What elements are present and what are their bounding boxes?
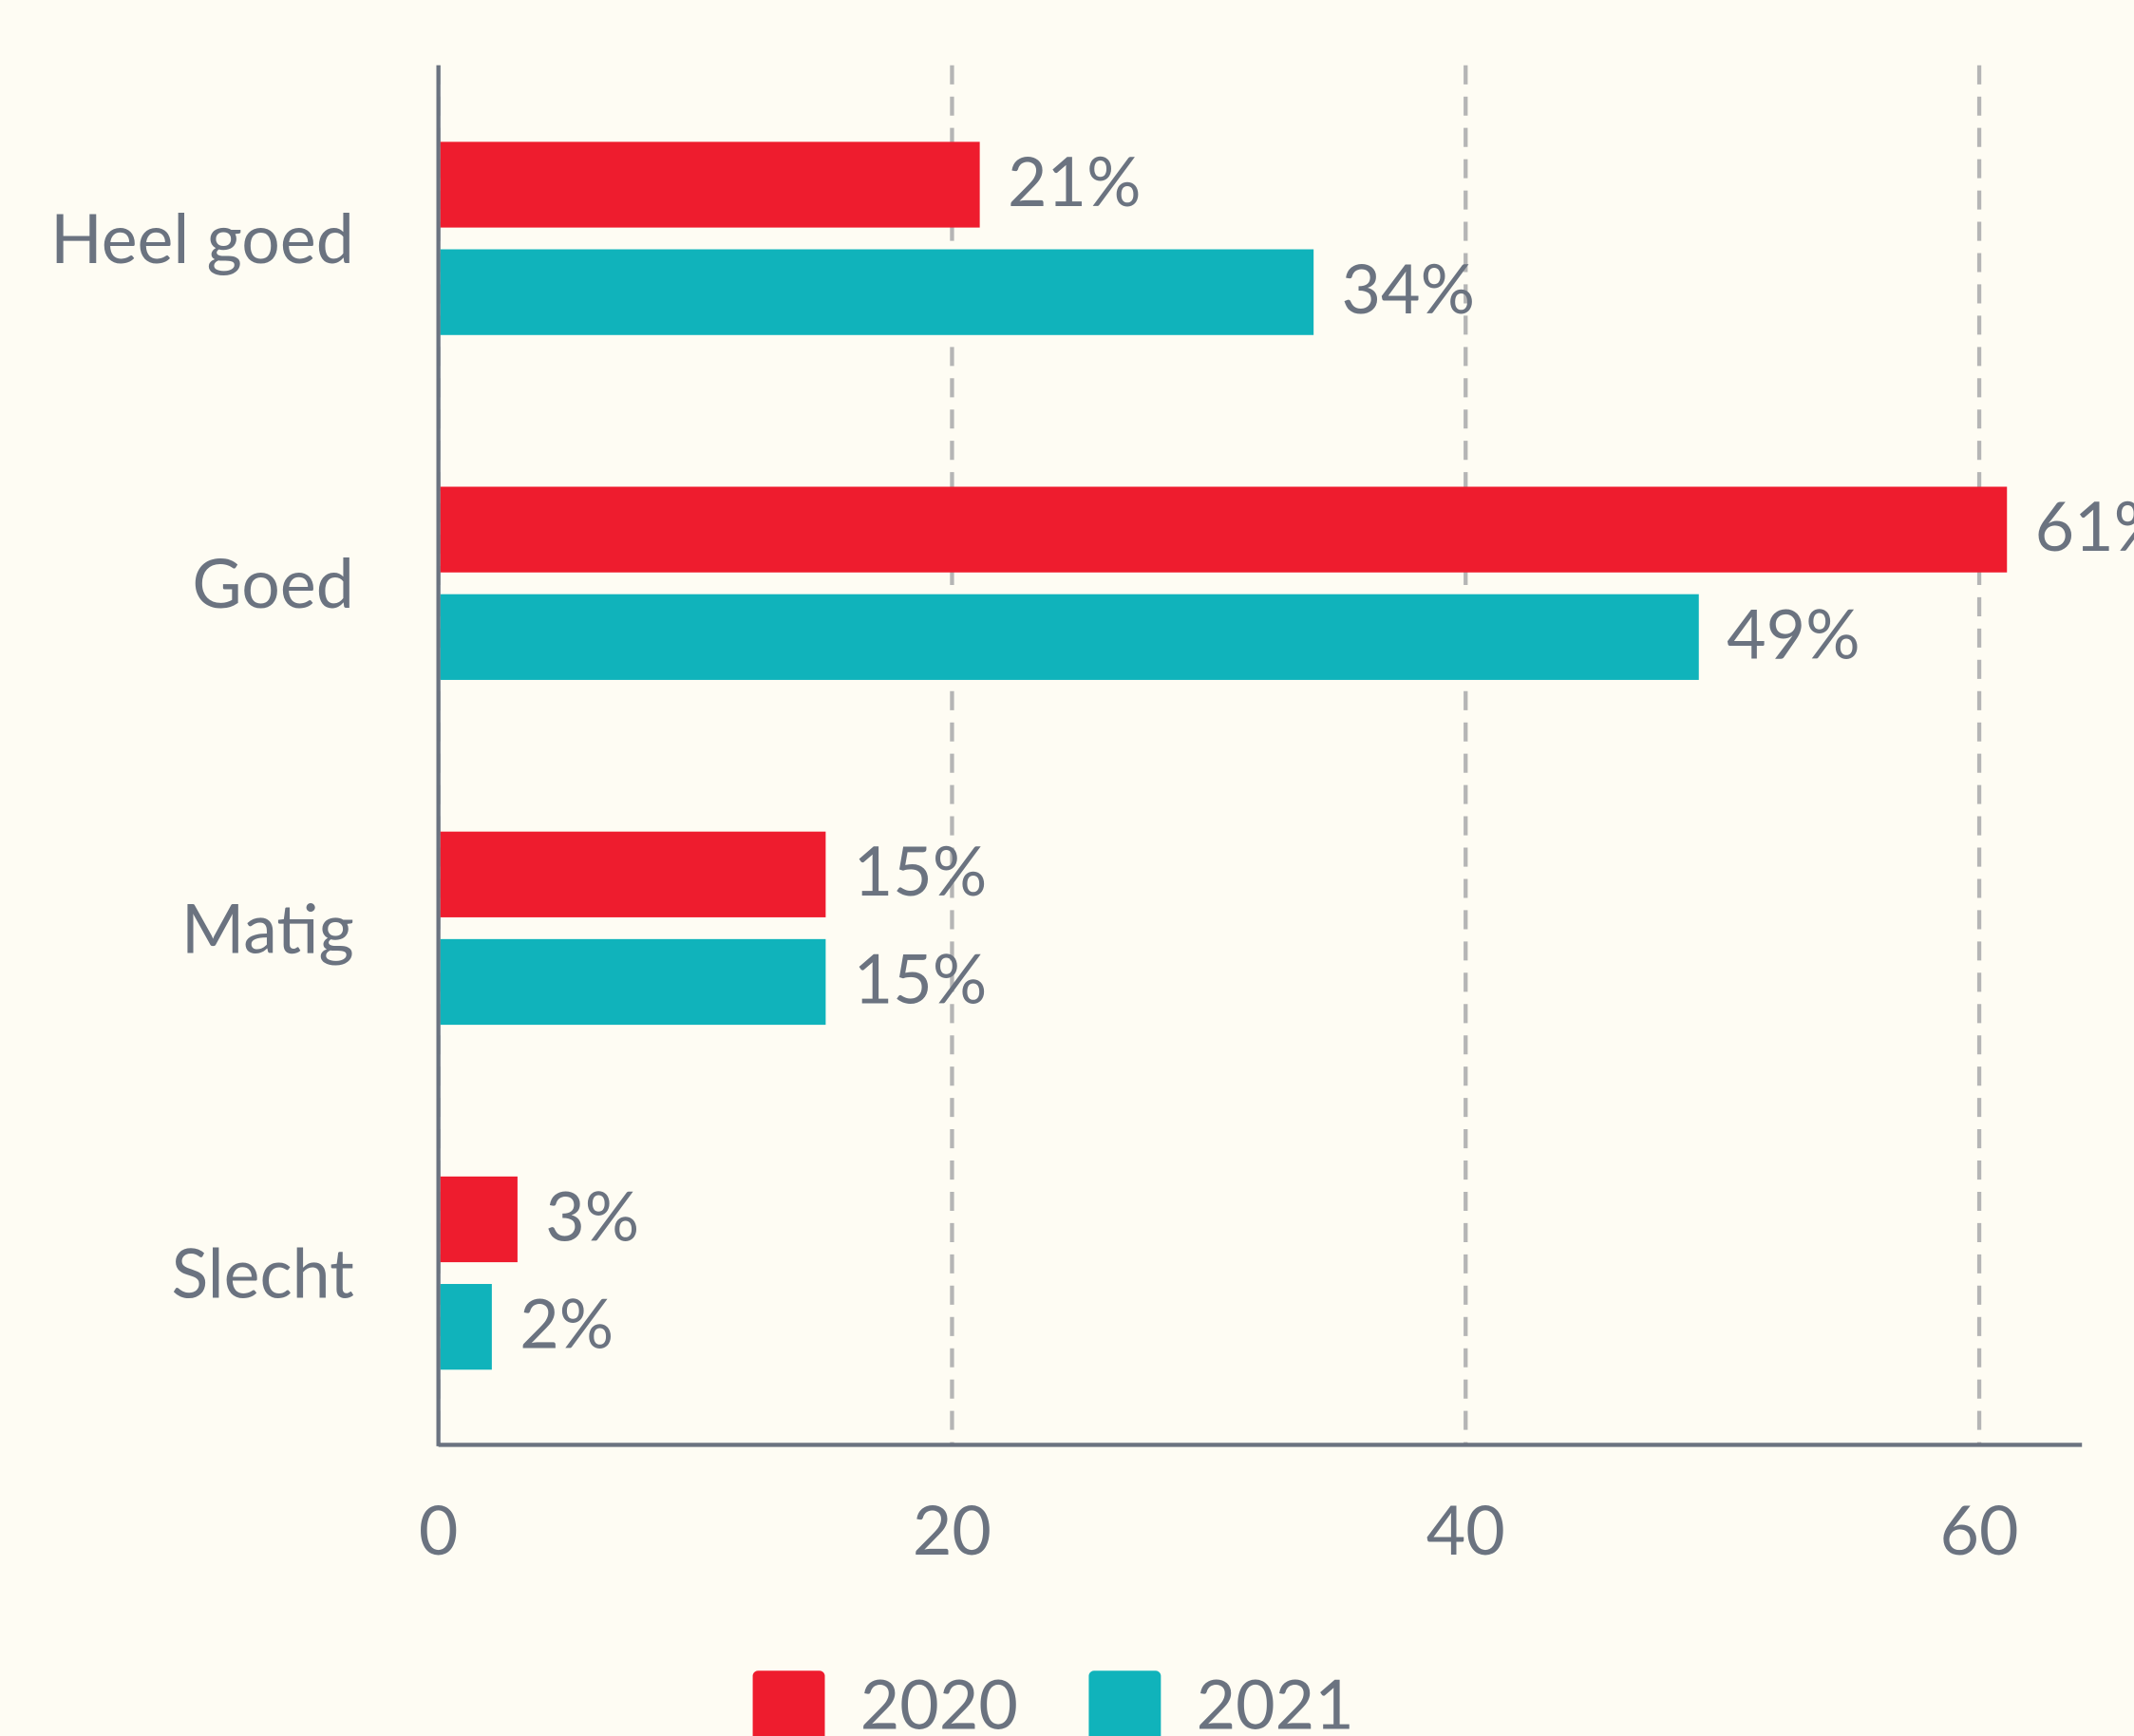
value-label: 34%: [1342, 247, 1475, 329]
bar: [440, 249, 1314, 335]
value-label: 15%: [854, 936, 987, 1018]
y-tick-label: Goed: [192, 541, 353, 623]
y-tick-label: Heel goed: [50, 197, 354, 278]
y-tick-label: Slecht: [171, 1232, 353, 1313]
value-label: 49%: [1727, 592, 1860, 673]
bar: [440, 594, 1699, 680]
x-tick-label: 60: [1940, 1488, 2019, 1570]
bar: [440, 938, 826, 1026]
bar: [440, 1284, 492, 1370]
value-label: 61%: [2035, 484, 2134, 566]
bar: [440, 486, 2008, 573]
value-label: 3%: [545, 1174, 639, 1255]
legend-label: 2021: [1197, 1662, 1354, 1736]
value-label: 21%: [1008, 140, 1142, 221]
x-tick-label: 0: [419, 1488, 459, 1570]
legend-label: 2020: [860, 1662, 1018, 1736]
legend-swatch: [1088, 1670, 1161, 1736]
bar: [440, 142, 980, 228]
x-tick-label: 20: [913, 1488, 991, 1570]
value-label: 2%: [519, 1282, 614, 1364]
value-label: 15%: [854, 829, 987, 911]
x-tick-label: 40: [1426, 1488, 1505, 1570]
bar: [440, 831, 826, 917]
legend-swatch: [752, 1670, 825, 1736]
bar: [440, 1176, 518, 1263]
y-tick-label: Matig: [181, 886, 354, 968]
